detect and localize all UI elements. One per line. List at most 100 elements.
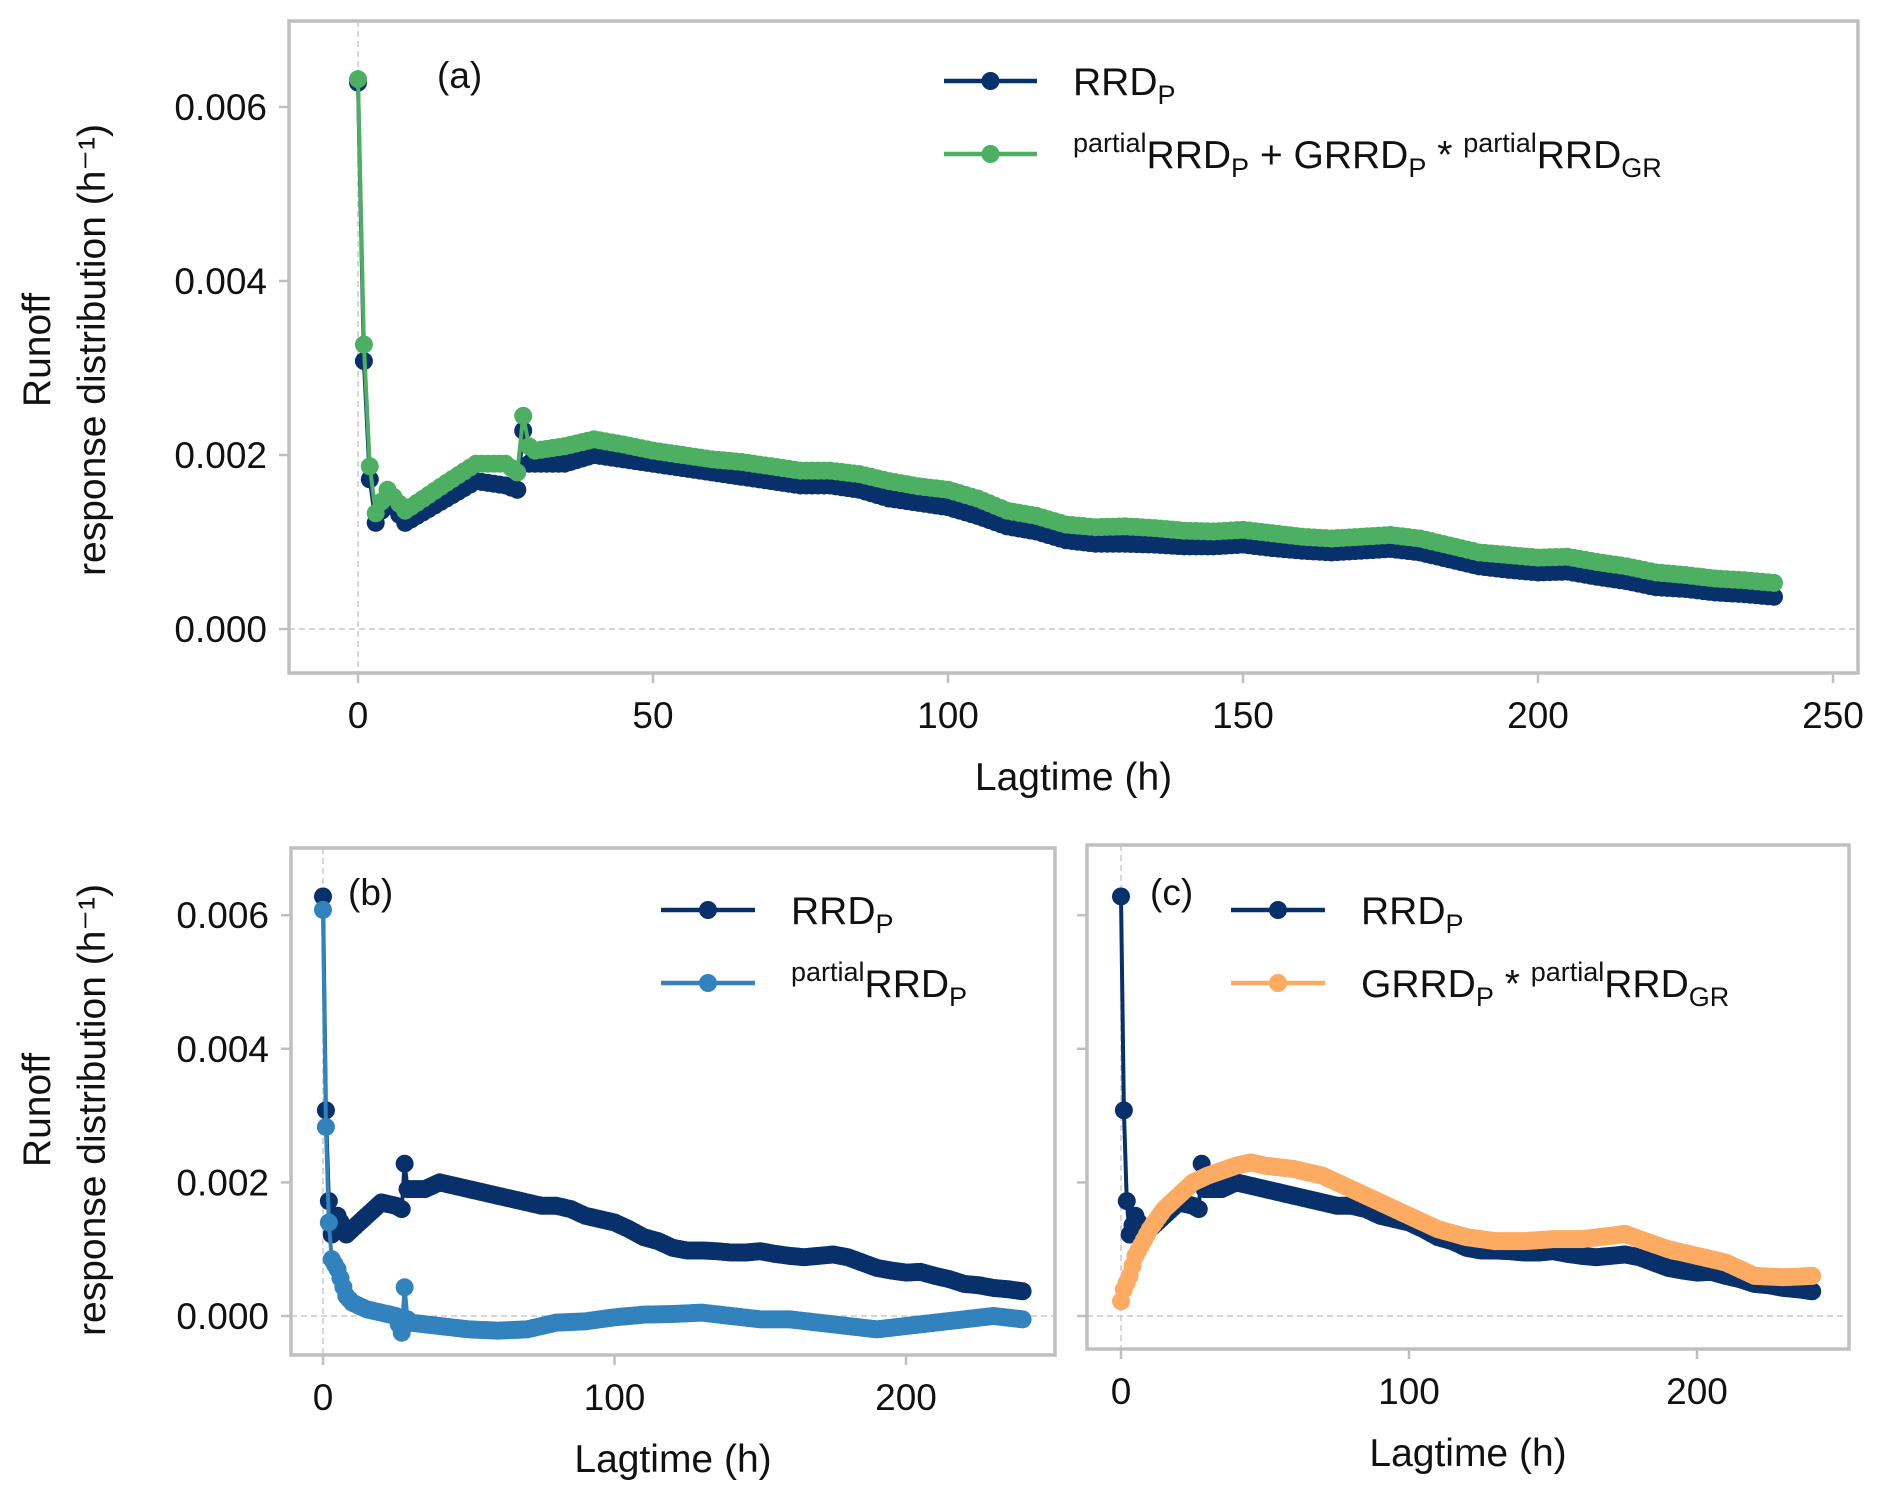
legend-label-part: partial (1531, 957, 1605, 987)
legend-label-part: GRRD (1361, 963, 1476, 1006)
legend-label-part: * (1494, 963, 1531, 1006)
axes-frame (289, 846, 1057, 1357)
data-point (316, 1117, 335, 1136)
legend-label-part: P (1476, 982, 1494, 1012)
legend-label: GRRDP * partialRRDGR (1361, 957, 1729, 1012)
y-tick-label: 0.000 (174, 609, 267, 650)
x-tick-label: 200 (1666, 1371, 1728, 1412)
x-tick-label: 200 (875, 1377, 937, 1418)
legend-label-part: P (1158, 80, 1176, 110)
y-tick-label: 0.002 (176, 1162, 269, 1203)
x-tick-label: 0 (1111, 1371, 1132, 1412)
x-tick-label: 200 (1507, 695, 1569, 736)
panel-label: (c) (1150, 872, 1193, 913)
x-tick-label: 0 (313, 1377, 334, 1418)
legend-label-part: partial (791, 957, 865, 987)
legend-label-part: P (1408, 153, 1426, 183)
axes-frame (1085, 843, 1851, 1351)
data-point (314, 900, 332, 919)
data-point (360, 457, 379, 476)
legend-label-part: RRD (1073, 61, 1158, 104)
legend-label-part: GR (1689, 982, 1730, 1012)
data-point (1803, 1266, 1822, 1285)
series-partialrrd-p-grrd-p-partialrrd-gr (349, 70, 1783, 592)
legend-label: RRDP (791, 890, 894, 939)
legend-marker (981, 72, 1000, 90)
x-tick-label: 100 (917, 695, 979, 736)
legend-label-part: RRD (1147, 134, 1232, 177)
legend-marker (1269, 901, 1287, 919)
data-point (1765, 573, 1783, 592)
y-axis-label: Runoff (16, 1053, 59, 1167)
x-axis-label: Lagtime (h) (1369, 1432, 1566, 1475)
data-point (354, 335, 373, 354)
x-tick-label: 50 (632, 695, 673, 736)
axes-frame (287, 19, 1860, 675)
legend-label-part: RRD (791, 890, 876, 933)
y-axis-label: Runoff (16, 293, 59, 407)
y-tick-label: 0.004 (174, 261, 267, 302)
x-tick-label: 0 (348, 695, 369, 736)
y-axis-label: response distribution (h⁻¹) (71, 124, 114, 576)
series-rrd-p (314, 887, 1032, 1301)
y-tick-label: 0.004 (176, 1029, 269, 1070)
legend-label-part: RRD (1604, 963, 1689, 1006)
x-axis-label: Lagtime (h) (975, 756, 1172, 799)
x-axis-label: Lagtime (h) (574, 1438, 771, 1481)
legend-marker (1269, 974, 1287, 992)
data-point (1803, 1282, 1822, 1301)
data-point (395, 1278, 414, 1297)
legend-label-part: * (1426, 134, 1463, 177)
legend-label: RRDP (1361, 890, 1464, 939)
legend-label-part: RRD (1537, 134, 1622, 177)
data-point (508, 480, 527, 499)
panel-label: (b) (348, 872, 393, 913)
panel-b: 0 100 200 0.000 0.002 0.004 0.006 Lagtime (h) Ru… (16, 846, 1057, 1481)
data-point (1013, 1282, 1032, 1301)
x-tick-label: 100 (1378, 1371, 1440, 1412)
legend-marker (699, 974, 717, 992)
data-point (514, 406, 533, 425)
data-point (349, 70, 367, 89)
data-point (319, 1213, 338, 1232)
legend-label-part: RRD (865, 963, 950, 1006)
data-point (395, 1154, 414, 1173)
series-partialrrd-p (314, 900, 1032, 1342)
y-axis-label: response distribution (h⁻¹) (71, 884, 114, 1336)
data-point (1189, 1200, 1208, 1219)
x-tick-label: 100 (584, 1377, 646, 1418)
legend-label-part: partial (1463, 128, 1537, 158)
data-point (1765, 587, 1783, 606)
legend-label: partialRRDP (791, 957, 967, 1012)
y-tick-label: 0.006 (176, 895, 269, 936)
legend-label-part: P (949, 982, 967, 1012)
data-point (314, 887, 332, 906)
x-tick-label: 250 (1802, 695, 1864, 736)
legend-marker (699, 901, 717, 919)
x-tick-label: 150 (1212, 695, 1274, 736)
legend-label-part: RRD (1361, 890, 1446, 933)
legend-marker (981, 145, 1000, 163)
data-point (1112, 887, 1130, 906)
data-point (392, 1200, 411, 1219)
data-point (1117, 1192, 1136, 1211)
legend-label-part: P (876, 909, 894, 939)
y-tick-label: 0.000 (176, 1296, 269, 1337)
y-tick-label: 0.006 (174, 87, 267, 128)
panel-label: (a) (437, 55, 482, 96)
legend-label-part: GR (1621, 153, 1662, 183)
data-point (508, 463, 527, 482)
data-point (1114, 1101, 1133, 1120)
legend-label-part: partial (1073, 128, 1147, 158)
legend-label: RRDP (1073, 61, 1176, 110)
legend-label-part: P (1231, 153, 1249, 183)
legend-label: partialRRDP + GRRDP * partialRRDGR (1073, 128, 1662, 183)
panel-a: 0 50 100 150 200 250 0.000 0.002 0.004 0.006 Lagti… (16, 19, 1864, 799)
series-line (321, 896, 1023, 1294)
data-point (1013, 1310, 1032, 1329)
series-grrd-p-partialrrd-gr (1112, 1153, 1822, 1311)
y-tick-label: 0.002 (174, 435, 267, 476)
legend-label-part: P (1446, 909, 1464, 939)
